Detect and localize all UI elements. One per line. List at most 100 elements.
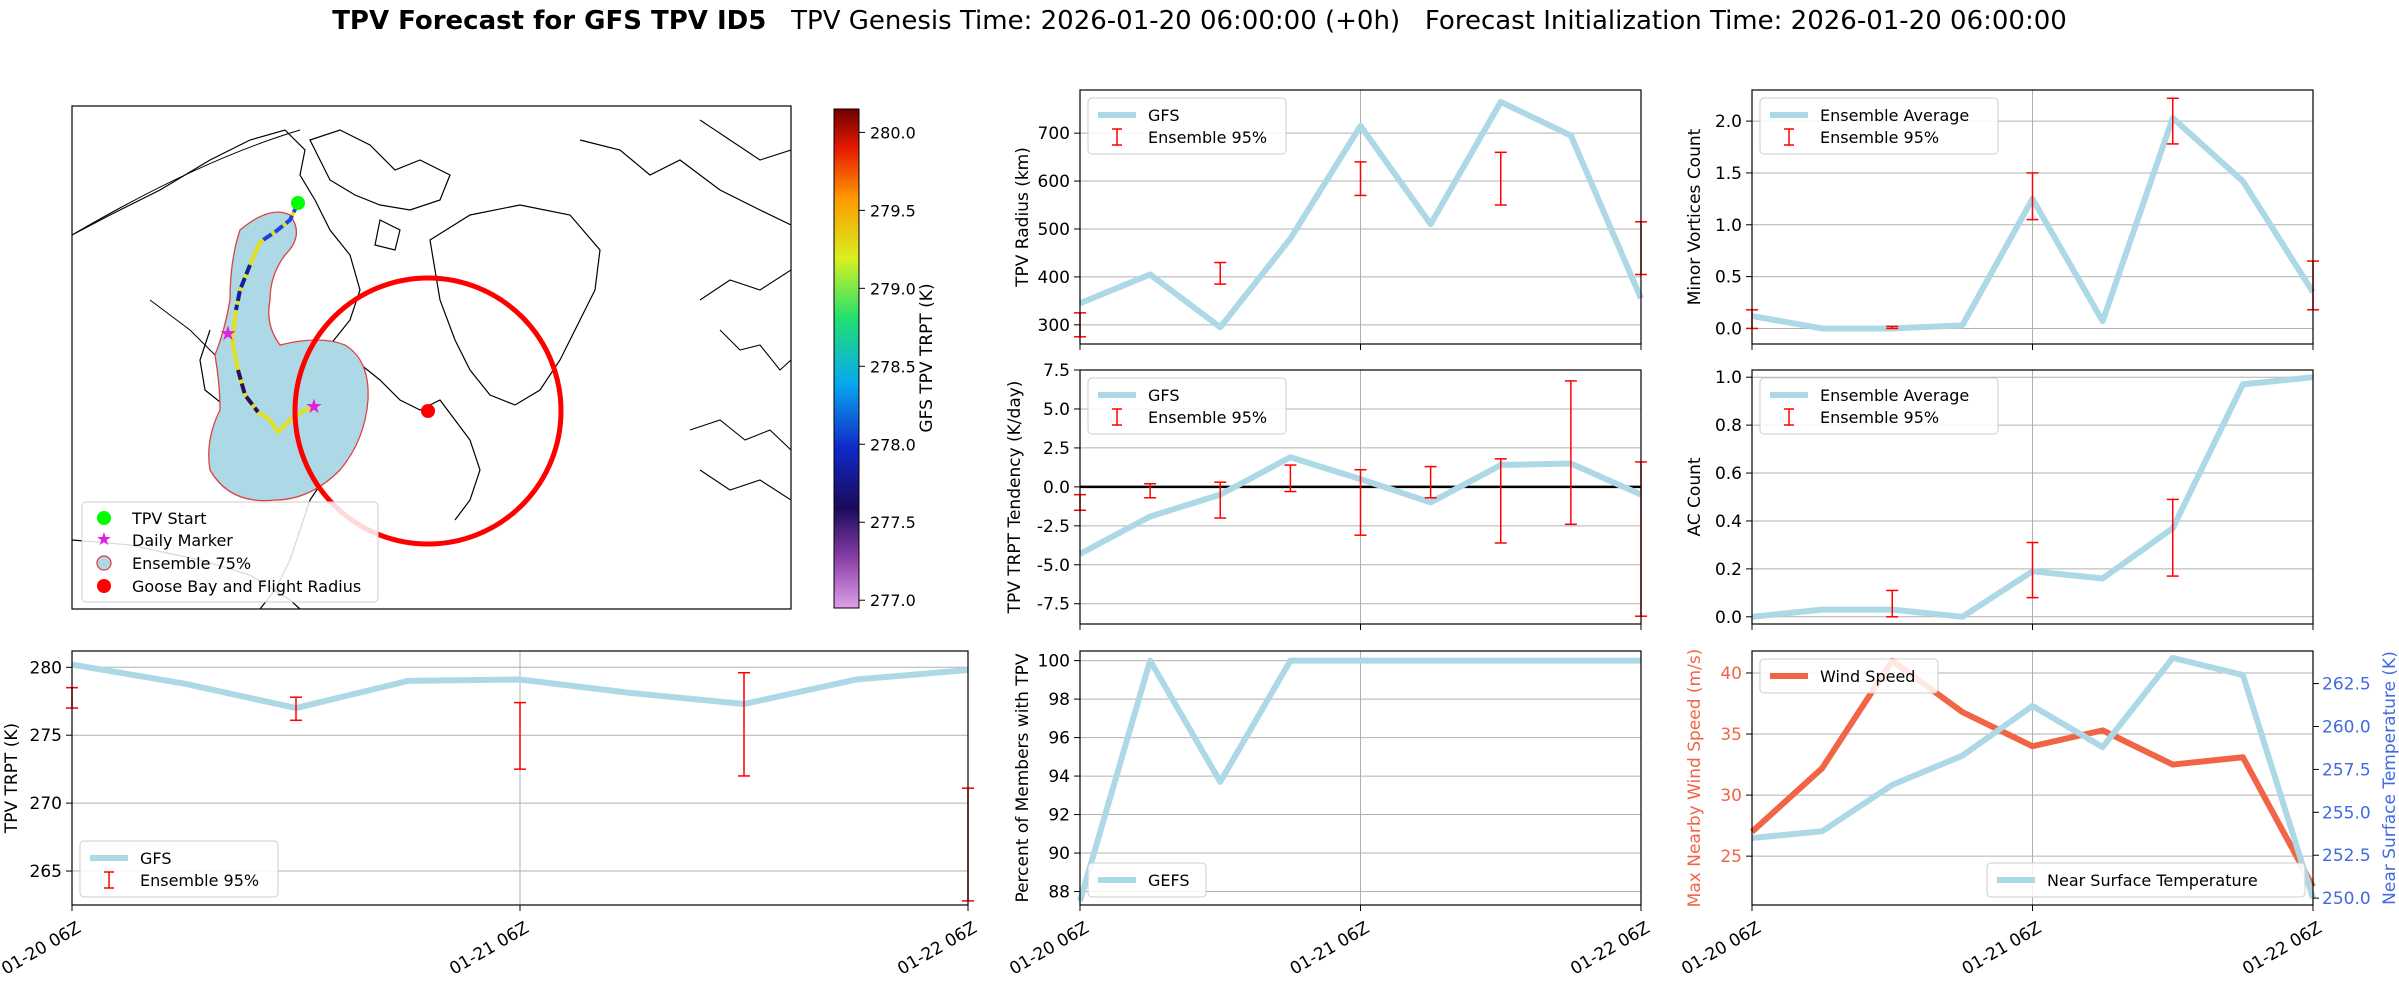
legend-label: Near Surface Temperature	[2047, 871, 2258, 890]
legend: GEFS	[1087, 862, 1207, 898]
goose-bay-marker	[421, 404, 435, 418]
x-tick-label: 01-20 06Z	[1678, 918, 1764, 979]
graticule-line-2	[72, 129, 301, 236]
y-tick-label: 96	[1048, 729, 1070, 749]
colorbar-tick-label: 277.0	[870, 591, 916, 610]
y-tick-label: 600	[1038, 172, 1070, 192]
legend-box	[1087, 377, 1287, 435]
legend-daily-marker: Daily Marker	[132, 531, 233, 550]
y-tick-label: 90	[1048, 844, 1070, 864]
legend: Wind Speed	[1759, 658, 1939, 694]
x-tick-label: 01-22 06Z	[1567, 918, 1653, 979]
coastline-main	[72, 129, 361, 609]
y-right-tick-label: 262.5	[2322, 675, 2371, 695]
title-bold: TPV Forecast for GFS TPV ID5	[332, 6, 767, 36]
y-tick-label: 0.2	[1715, 560, 1742, 580]
series-line-1	[1078, 98, 1644, 331]
y-tick-label: 0.0	[1715, 319, 1742, 339]
plot-frame	[71, 650, 969, 906]
y-tick-label: 280	[30, 658, 62, 678]
legend-goose-bay: Goose Bay and Flight Radius	[132, 577, 361, 596]
series-line-1	[71, 661, 969, 712]
legend-box	[1759, 377, 1999, 435]
y-tick-label: 275	[30, 726, 62, 746]
y-axis-label: TPV TRPT Tendency (K/day)	[1005, 381, 1025, 615]
chart-ac: 0.0 0.2 0.4 0.6 0.8 1.0 AC Count Ensemble Avera…	[1685, 368, 2314, 630]
errorbar	[2026, 172, 2039, 221]
errorbar	[1494, 151, 1507, 206]
y-right-tick-label: 250.0	[2322, 889, 2371, 909]
errorbar	[1424, 465, 1437, 499]
y-tick-label: 88	[1048, 883, 1070, 903]
legend-tpv-start: TPV Start	[131, 509, 207, 528]
y-axis-label: TPV TRPT (K)	[2, 723, 22, 834]
y-tick-label: 92	[1048, 806, 1070, 826]
colorbar-tick-label: 279.0	[870, 279, 916, 298]
tpv-track-seg-c	[236, 369, 260, 414]
y-right-tick-label: 257.5	[2322, 760, 2371, 780]
legend-ensemble-75: Ensemble 75%	[132, 554, 251, 573]
series-line-2	[1751, 654, 2316, 900]
legend: GFS Ensemble 95%	[79, 840, 279, 898]
errorbar	[1284, 464, 1297, 493]
y-tick-label: 40	[1720, 664, 1742, 684]
y-axis-label: AC Count	[1685, 457, 1705, 536]
y-tick-label: 0.6	[1715, 464, 1742, 484]
x-tick-label: 01-21 06Z	[1959, 918, 2045, 979]
y-tick-label: 1.0	[1715, 216, 1742, 236]
plot-frame	[1079, 650, 1642, 906]
y-tick-label: 35	[1720, 725, 1742, 745]
legend: GFS Ensemble 95%	[1087, 377, 1287, 435]
legend-box	[1759, 97, 1999, 155]
y-tick-label: 2.5	[1043, 439, 1070, 459]
colorbar-tick-label: 279.5	[870, 201, 916, 220]
y-tick-label: 0.0	[1043, 478, 1070, 498]
legend-label: Wind Speed	[1820, 667, 1915, 686]
plot-frame	[1751, 650, 2314, 906]
chart-trpt: 265 270 275 280 01-20 06Z 01-21 06Z 01-22 06Z T…	[0, 650, 981, 979]
title-init: Forecast Initialization Time: 2026-01-20…	[1424, 6, 2067, 36]
legend-box	[79, 840, 279, 898]
colorbar-label: GFS TPV TRPT (K)	[917, 283, 937, 432]
tpv-track-seg-b	[234, 264, 252, 311]
errorbar	[2166, 97, 2179, 145]
map-panel: ★ ★ ★ TPV Start Daily Marker Ensemble 75…	[71, 105, 937, 610]
y-tick-label: 0.8	[1715, 416, 1742, 436]
y-tick-label: 0.4	[1715, 512, 1742, 532]
legend-label: Ensemble 95%	[1148, 128, 1267, 147]
errorbar	[1564, 380, 1577, 526]
colorbar-tick-label: 278.0	[870, 435, 916, 454]
legend-label: GFS	[140, 849, 171, 868]
chart-wind: 25 30 35 40 01-20 06Z 01-21 06Z 01-22 06Z Max N…	[1678, 649, 2399, 980]
legend-box	[1759, 658, 1939, 694]
series-line-1	[1077, 657, 1641, 902]
y-tick-label: 5.0	[1043, 400, 1070, 420]
x-tick-label: 01-22 06Z	[2239, 918, 2325, 979]
errorbar	[1214, 261, 1227, 285]
colorbar-tick-label: 278.5	[870, 357, 916, 376]
legend: Ensemble Average Ensemble 95%	[1759, 377, 1999, 435]
y-right-tick-label: 260.0	[2322, 718, 2371, 738]
chart-minor: 0.0 0.5 1.0 1.5 2.0 Minor Vortices Count Ensem…	[1685, 89, 2319, 350]
daily-marker-2: ★	[305, 394, 323, 418]
y-tick-label: -2.5	[1037, 517, 1070, 537]
legend-label: Ensemble 95%	[140, 871, 259, 890]
figure-title: TPV Forecast for GFS TPV ID5 TPV Genesis…	[0, 6, 2399, 36]
x-tick-label: 01-22 06Z	[894, 918, 980, 979]
flight-radius	[292, 275, 564, 547]
errorbar	[1494, 458, 1507, 544]
y-tick-label: 270	[30, 794, 62, 814]
y-tick-label: 700	[1038, 124, 1070, 144]
legend-label: GFS	[1148, 106, 1179, 125]
errorbar	[2166, 498, 2179, 577]
legend-label: Ensemble Average	[1820, 386, 1969, 405]
y-right-axis-label: Near Surface Temperature (K)	[2380, 651, 2399, 905]
y-tick-label: 100	[1038, 652, 1070, 672]
legend-label: Ensemble 95%	[1820, 408, 1939, 427]
legend-label: Ensemble 95%	[1820, 128, 1939, 147]
legend: GFS Ensemble 95%	[1087, 97, 1287, 155]
title-genesis: TPV Genesis Time: 2026-01-20 06:00:00 (+…	[791, 6, 1401, 36]
map-legend: ★ TPV Start Daily Marker Ensemble 75% Go…	[81, 501, 379, 603]
legend-box	[1087, 97, 1287, 155]
